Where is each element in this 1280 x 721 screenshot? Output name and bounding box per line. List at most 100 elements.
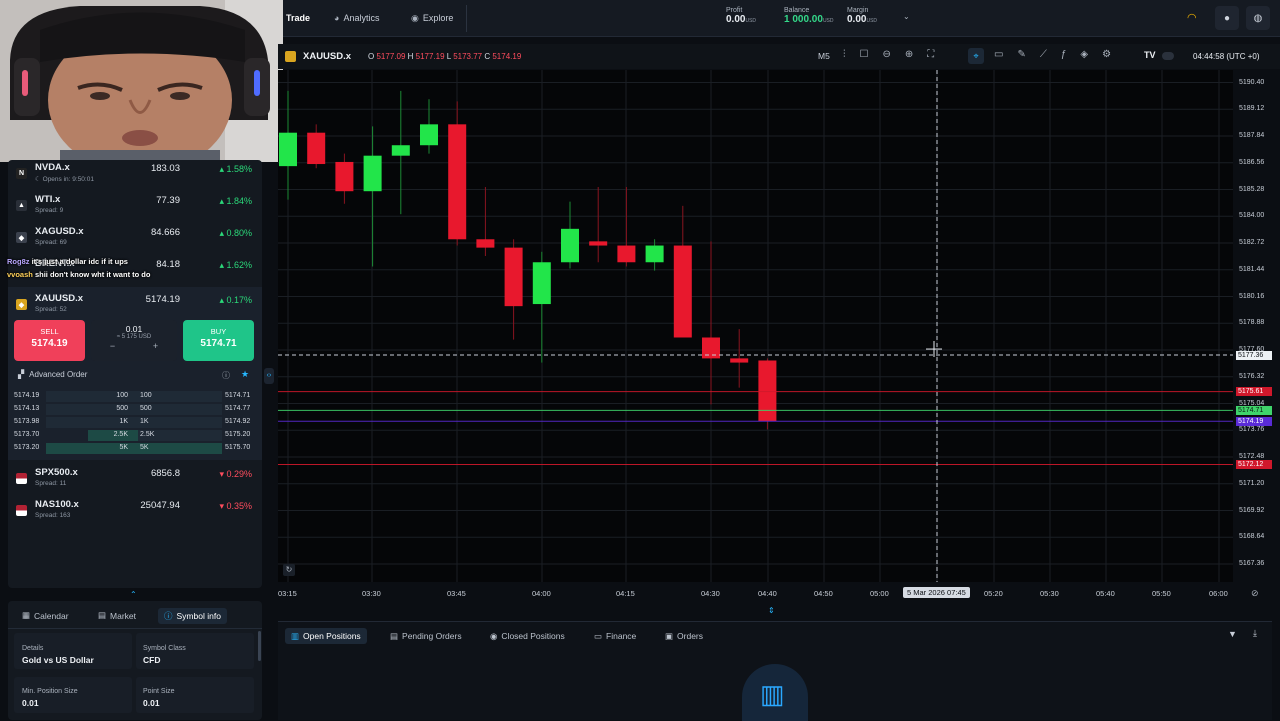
margin-value: 0.00 <box>847 14 867 25</box>
depth-bid: 5173.98 <box>14 418 40 425</box>
candle-body <box>702 337 720 359</box>
tab-open-positions[interactable]: ▥ Open Positions <box>285 628 367 644</box>
candle-body <box>476 239 495 248</box>
silver-icon: ◆ <box>16 232 27 243</box>
watchlist-row-xauusd[interactable]: ◆ XAUUSD.x Spread: 52 5174.19 ▴ 0.17% <box>8 291 262 323</box>
layers-icon[interactable]: ◈ <box>1080 49 1089 60</box>
depth-row[interactable]: 5173.98 1K 1K 5174.92 <box>14 417 254 429</box>
symbol-sub: ☾ Opens in: 9:50:01 <box>35 176 94 183</box>
symbol-sub: Spread: 52 <box>35 306 67 313</box>
tab-symbol-info[interactable]: ⓘ Symbol info <box>158 608 227 624</box>
fullscreen-icon[interactable]: ⛶ <box>927 49 935 60</box>
depth-row[interactable]: 5174.13 500 500 5174.77 <box>14 404 254 416</box>
zoom-in-icon[interactable]: ⊕ <box>904 49 914 60</box>
ruler-icon[interactable]: ▭ <box>994 49 1004 60</box>
price-chart[interactable] <box>278 70 1233 582</box>
watchlist-row-xagusd[interactable]: ◆ XAGUSD.x Spread: 69 84.666 ▴ 0.80% <box>8 224 262 256</box>
buy-button[interactable]: BUY 5174.71 <box>183 320 254 361</box>
depth-ask: 5174.77 <box>225 405 251 412</box>
star-icon[interactable]: ★ <box>241 369 250 379</box>
depth-ask-volume: 5K <box>140 444 149 451</box>
analytics-icon: ◕ <box>334 13 340 23</box>
profit-unit: USD <box>745 18 757 24</box>
price-tick-label: 5189.12 <box>1239 105 1265 113</box>
symbol-class-field: Symbol Class CFD <box>143 645 186 665</box>
symbol-name: NAS100.x <box>35 499 79 510</box>
price-tick-label: 5187.84 <box>1239 132 1265 140</box>
info-icon[interactable]: ⓘ <box>222 371 230 380</box>
tab-market[interactable]: ▤ Market <box>98 610 136 621</box>
change-value: 0.35% <box>226 501 252 511</box>
settings-icon[interactable]: ⊘ <box>1251 588 1259 598</box>
price-tick-label: 5178.88 <box>1239 319 1265 327</box>
symbol-name: WTI.x <box>35 194 61 205</box>
price-tick-label: 5168.64 <box>1239 533 1265 541</box>
advanced-order-toggle[interactable]: ▞ Advanced Order <box>18 370 87 379</box>
gear-icon[interactable]: ⚙ <box>1102 49 1112 60</box>
reset-chart-icon[interactable]: ↻ <box>283 564 295 576</box>
bell-icon[interactable]: ● <box>1215 6 1239 30</box>
depth-row[interactable]: 5173.70 2.5K 2.5K 5175.20 <box>14 430 254 442</box>
nav-analytics-label: Analytics <box>343 13 380 23</box>
scrollbar[interactable] <box>258 631 261 661</box>
depth-row[interactable]: 5173.20 5K 5K 5175.70 <box>14 443 254 455</box>
symbol-sub: Spread: 69 <box>35 239 67 246</box>
filter-icon[interactable]: ▼ <box>1228 629 1237 639</box>
panel-resize-icon[interactable]: ⇕ <box>768 606 775 615</box>
change-value: 0.80% <box>226 228 252 238</box>
depth-bid-volume: 2.5K <box>113 431 128 438</box>
candlestick-chart[interactable] <box>278 70 1233 582</box>
watchlist-row-spx500[interactable]: SPX500.x Spread: 11 6856.8 ▾ 0.29% <box>8 465 262 497</box>
profit-stat: Profit 0.00USD <box>726 7 756 25</box>
crosshair-tool-icon[interactable]: ⌖ <box>968 48 984 64</box>
price-axis[interactable]: 5190.40 5189.12 5187.84 5186.56 5185.28 5184.… <box>1233 70 1280 582</box>
balance-unit: USD <box>822 18 834 24</box>
sidebar-toggle-icon[interactable]: ‹› <box>264 368 274 384</box>
symbol-sub: Spread: 9 <box>35 207 64 214</box>
change-value: 0.17% <box>226 295 252 305</box>
compass-icon: ◉ <box>411 12 419 23</box>
zoom-out-icon[interactable]: ⊖ <box>882 49 891 60</box>
quantity-stepper[interactable]: 0.01 ≈ 5 175 USD − + <box>91 320 177 361</box>
details-value: Gold vs US Dollar <box>22 655 94 665</box>
watchlist-row-wti[interactable]: ▲ WTI.x Spread: 9 77.39 ▴ 1.84% <box>8 192 262 224</box>
decrease-button[interactable]: − <box>109 341 116 351</box>
timeframe-selector[interactable]: M5 <box>818 51 830 61</box>
download-icon[interactable]: ⤓ <box>1253 628 1257 638</box>
tab-finance[interactable]: ▭ Finance <box>594 628 636 644</box>
sell-label: SELL <box>40 327 59 336</box>
watchlist-row-nvda[interactable]: N NVDA.x ☾ Opens in: 9:50:01 183.03 ▴ 1.… <box>8 160 262 192</box>
price-tick-label: 5181.44 <box>1239 265 1265 273</box>
trend-tool-icon[interactable]: ⟋ <box>1039 49 1047 60</box>
square-icon[interactable]: ☐ <box>859 49 869 60</box>
balance-value: 1 000.00 <box>784 14 823 25</box>
tab-orders[interactable]: ▣ Orders <box>665 628 703 644</box>
tab-closed-positions[interactable]: ◉ Closed Positions <box>490 628 565 644</box>
watchlist-row-brent[interactable]: BRENT.x 84.18 ▴ 1.62% <box>8 256 262 288</box>
chart-symbol[interactable]: XAUUSD.x <box>303 51 352 62</box>
toggle-switch[interactable] <box>1162 52 1174 60</box>
chevron-down-icon[interactable]: ⌄ <box>903 12 910 21</box>
user-icon[interactable]: ◍ <box>1246 6 1270 30</box>
nav-explore[interactable]: ◉ Explore <box>411 8 453 28</box>
ohlc-low: 5173.77 <box>453 52 483 61</box>
collapse-handle-icon[interactable]: ⌃ <box>130 590 137 599</box>
candle-body <box>279 132 297 167</box>
candles-icon[interactable]: ⫶ <box>843 49 846 60</box>
depth-row[interactable]: 5174.19 100 100 5174.71 <box>14 391 254 403</box>
pen-icon[interactable]: ✎ <box>1017 49 1026 60</box>
chat-text: it's just a dollar idc if it ups <box>31 257 128 266</box>
watchlist-row-nas100[interactable]: NAS100.x Spread: 163 25047.94 ▾ 0.35% <box>8 497 262 529</box>
tab-pending-orders[interactable]: ▤ Pending Orders <box>390 628 462 644</box>
nav-trade[interactable]: Trade <box>286 8 310 28</box>
tab-label: Finance <box>606 631 637 641</box>
tab-calendar[interactable]: ▦ Calendar <box>22 610 69 621</box>
ohlc-low-label: L <box>446 52 451 61</box>
chat-message-1: Rog8z it's just a dollar idc if it ups <box>7 257 128 266</box>
time-axis[interactable]: 03:15 03:30 03:45 04:00 04:15 04:30 04:40 04:50… <box>278 582 1280 604</box>
indicator-icon[interactable]: ƒ <box>1060 49 1067 60</box>
nav-analytics[interactable]: ◕ Analytics <box>334 8 379 28</box>
increase-button[interactable]: + <box>152 341 159 351</box>
sell-button[interactable]: SELL 5174.19 <box>14 320 85 361</box>
chat-message-2: vvoash shii don't know wht it want to do <box>7 270 150 279</box>
